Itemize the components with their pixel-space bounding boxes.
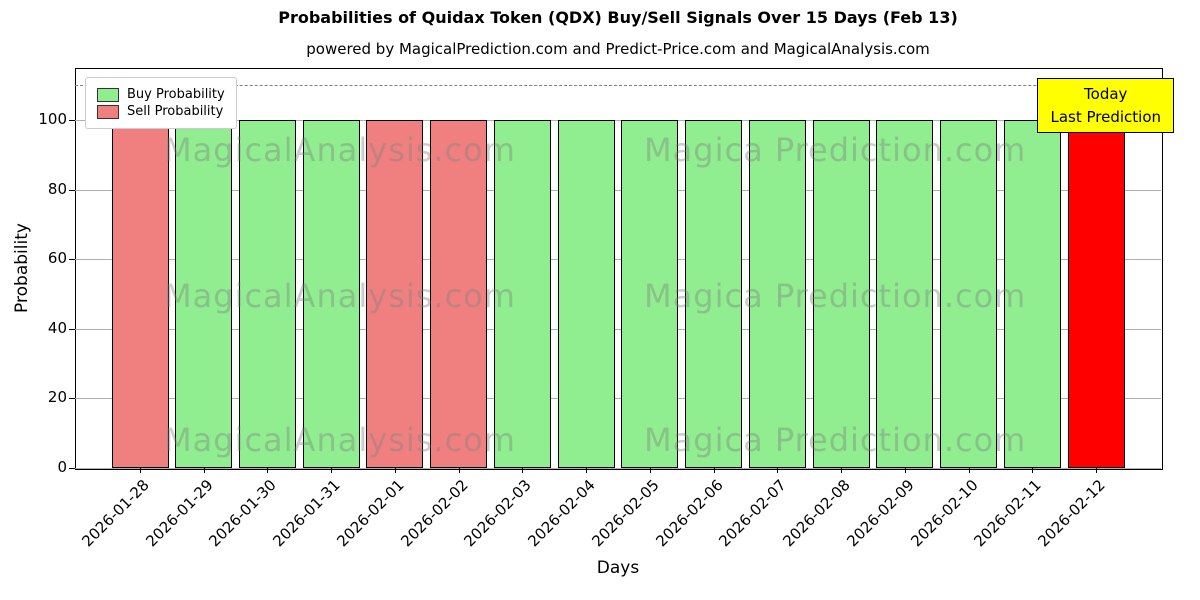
gridline <box>75 189 1161 191</box>
y-tick-mark <box>69 120 75 122</box>
gridline <box>75 120 1161 122</box>
today-annotation: Today Last Prediction <box>1037 78 1174 133</box>
today-annotation-line2: Last Prediction <box>1050 107 1161 126</box>
x-tick-mark <box>649 468 651 473</box>
x-tick-mark <box>713 468 715 473</box>
bar-buy <box>175 120 233 468</box>
gridline <box>75 468 1161 469</box>
bar-sell <box>111 120 169 468</box>
x-tick-mark <box>458 468 460 473</box>
x-tick-mark <box>841 468 843 473</box>
threshold-dashed-line <box>75 85 1161 87</box>
y-tick-label: 20 <box>47 388 67 407</box>
gridline <box>75 398 1161 400</box>
x-tick-mark <box>394 468 396 473</box>
y-tick-label: 60 <box>47 249 67 268</box>
y-axis-label: Probability <box>12 223 32 313</box>
bar-buy <box>621 120 679 468</box>
bar-buy <box>493 120 551 468</box>
bar-today <box>1067 120 1125 468</box>
x-tick-mark <box>203 468 205 473</box>
x-tick-mark <box>777 468 779 473</box>
x-tick-mark <box>331 468 333 473</box>
bar-buy <box>302 120 360 468</box>
y-tick-mark <box>69 468 75 469</box>
legend-label-sell: Sell Probability <box>127 104 224 119</box>
bar-buy <box>685 120 743 468</box>
bar-sell <box>366 120 424 468</box>
bar-buy <box>940 120 998 468</box>
x-tick-mark <box>1096 468 1097 473</box>
x-tick-mark <box>140 468 141 473</box>
y-tick-label: 100 <box>38 110 67 129</box>
bar-buy <box>748 120 806 468</box>
bar-sell <box>430 120 488 468</box>
legend: Buy Probability Sell Probability <box>85 77 237 129</box>
legend-entry-buy: Buy Probability <box>97 87 225 102</box>
buy-color-swatch <box>97 87 119 102</box>
gridline <box>75 328 1161 330</box>
x-tick-mark <box>586 468 588 473</box>
legend-label-buy: Buy Probability <box>127 87 225 102</box>
x-tick-mark <box>1032 468 1034 473</box>
today-annotation-line1: Today <box>1084 85 1128 103</box>
x-tick-mark <box>904 468 906 473</box>
chart-subtitle: powered by MagicalPrediction.com and Pre… <box>306 40 930 58</box>
y-tick-mark <box>69 189 75 191</box>
y-tick-mark <box>69 259 75 261</box>
bar-buy <box>812 120 870 468</box>
x-tick-mark <box>968 468 970 473</box>
chart-title: Probabilities of Quidax Token (QDX) Buy/… <box>278 8 958 27</box>
x-axis-label: Days <box>596 558 640 578</box>
x-tick-mark <box>522 468 524 473</box>
gridline <box>75 259 1161 261</box>
x-tick-mark <box>267 468 269 473</box>
y-tick-label: 0 <box>57 458 67 476</box>
bar-buy <box>876 120 934 468</box>
bar-buy <box>238 120 296 468</box>
sell-color-swatch <box>97 104 119 119</box>
y-tick-mark <box>69 328 75 330</box>
y-tick-label: 40 <box>47 318 67 337</box>
bar-buy <box>1003 120 1061 468</box>
legend-entry-sell: Sell Probability <box>97 104 225 119</box>
y-tick-mark <box>69 398 75 400</box>
bar-buy <box>557 120 615 468</box>
y-tick-label: 80 <box>47 179 67 198</box>
